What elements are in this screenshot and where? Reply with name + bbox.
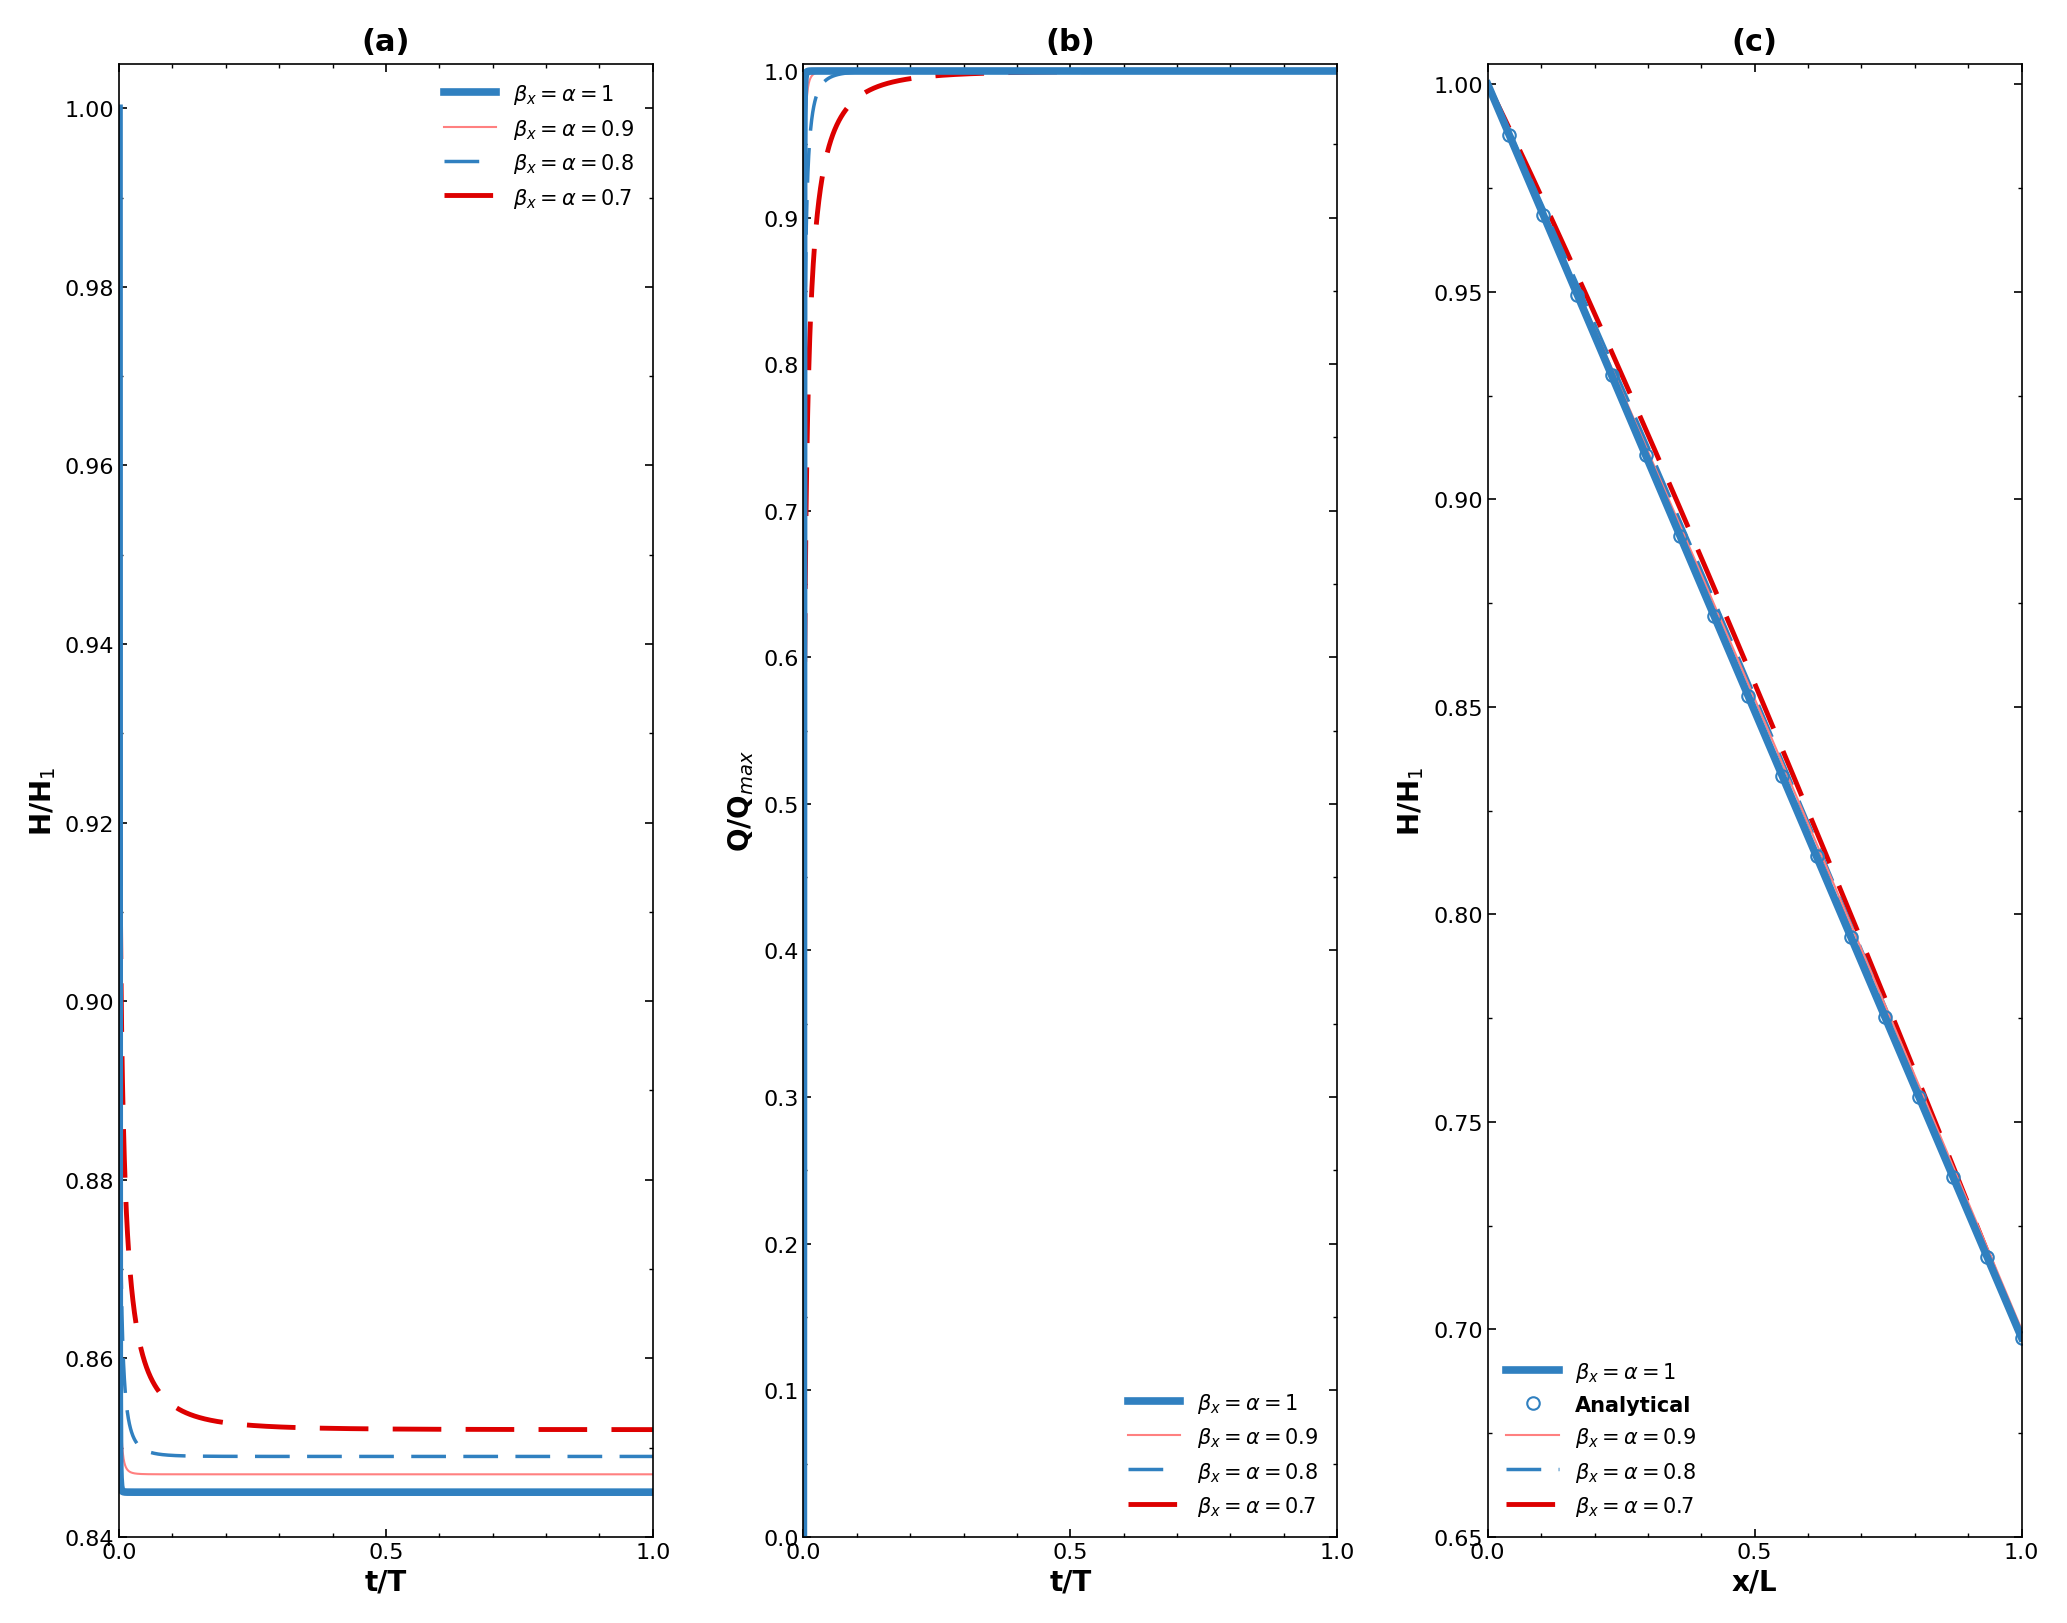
X-axis label: x/L: x/L (1732, 1568, 1778, 1595)
Y-axis label: Q/Q$_{max}$: Q/Q$_{max}$ (726, 750, 757, 852)
X-axis label: t/T: t/T (364, 1568, 407, 1595)
Y-axis label: H/H$_1$: H/H$_1$ (1397, 766, 1426, 836)
Legend: $\beta_x=\alpha=1$, $\beta_x=\alpha=0.9$, $\beta_x=\alpha=0.8$, $\beta_x=\alpha=: $\beta_x=\alpha=1$, $\beta_x=\alpha=0.9$… (436, 75, 643, 219)
Title: (a): (a) (362, 28, 409, 57)
Y-axis label: H/H$_1$: H/H$_1$ (27, 766, 58, 836)
X-axis label: t/T: t/T (1050, 1568, 1091, 1595)
Legend: $\beta_x=\alpha=1$, Analytical, $\beta_x=\alpha=0.9$, $\beta_x=\alpha=0.8$, $\be: $\beta_x=\alpha=1$, Analytical, $\beta_x… (1499, 1352, 1705, 1527)
Legend: $\beta_x=\alpha=1$, $\beta_x=\alpha=0.9$, $\beta_x=\alpha=0.8$, $\beta_x=\alpha=: $\beta_x=\alpha=1$, $\beta_x=\alpha=0.9$… (1120, 1383, 1327, 1527)
Title: (c): (c) (1732, 28, 1778, 57)
Title: (b): (b) (1046, 28, 1096, 57)
